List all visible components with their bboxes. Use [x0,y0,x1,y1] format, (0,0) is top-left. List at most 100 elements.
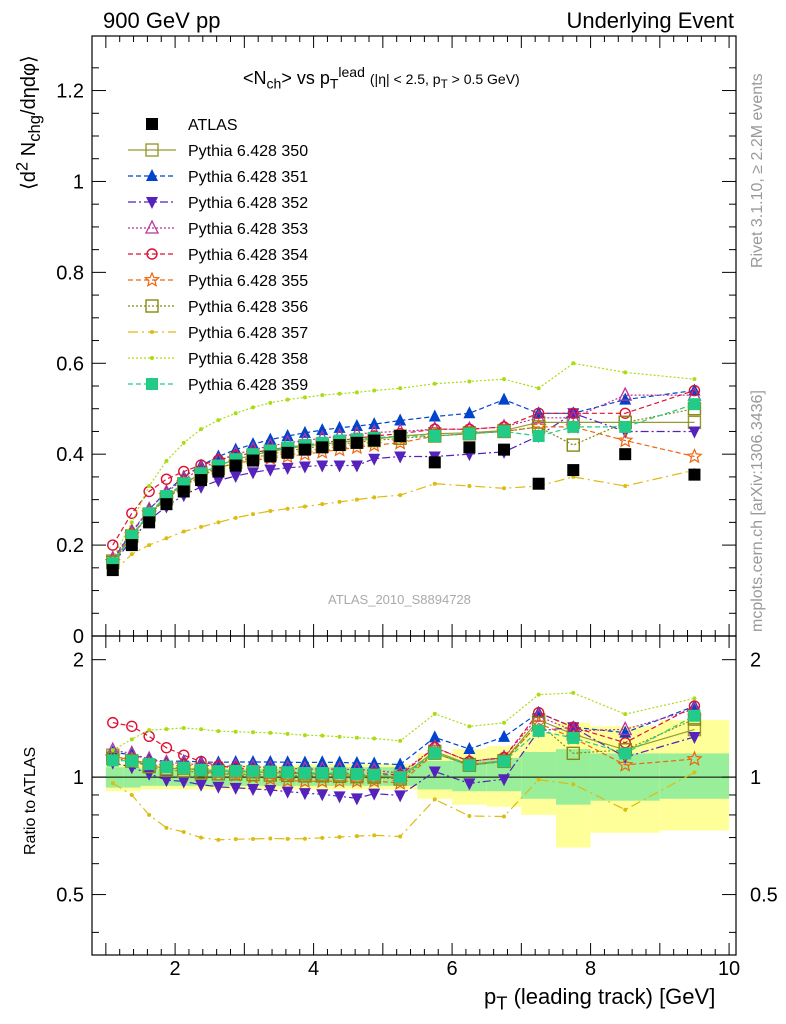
data-point [212,465,225,478]
series-ratio-point [463,741,476,754]
series-ratio-point [337,834,342,839]
legend-entry: Pythia 6.428 357 [128,325,308,342]
ratio-y-tick-label-right: 1 [750,767,761,789]
legend-label: Pythia 6.428 359 [188,377,308,394]
legend-label: Pythia 6.428 355 [188,273,308,290]
series-ratio-point [143,768,156,781]
legend-marker [146,169,158,181]
side-label-rivet: Rivet 3.1.10, ≥ 2.2M events [749,73,766,268]
main-y-tick-label: 1 [73,171,84,193]
series-line [112,389,695,546]
series-ratio-point [160,760,173,773]
legend-entry: ATLAS [146,117,238,134]
legend: ATLAS Pythia 6.428 350 Pythia 6.428 351 Pyt… [128,117,308,394]
series-line [112,362,695,559]
ratio-y-tick-label: 0.5 [56,885,84,907]
data-point [125,539,138,552]
series-ratio-point [692,696,697,701]
series-ratio-point [143,758,156,771]
series-ratio-point [571,690,576,695]
legend-entry: Pythia 6.428 353 [128,219,308,238]
data-point [316,441,329,454]
series-point [394,451,407,464]
series-point [623,370,628,375]
series-point [147,484,152,488]
series-point [688,426,701,439]
series-ratio-point [106,754,119,767]
series-point [164,459,169,463]
series-ratio-point [302,733,307,738]
series-ratio-point [333,791,346,804]
series-point [463,406,476,419]
series-ratio-point [432,797,437,802]
series-point [350,460,363,473]
series-point [233,411,238,416]
series-ratio-point [623,712,628,717]
series-ratio-point [432,711,437,716]
data-point [264,450,277,463]
series-point [160,473,173,485]
series-line [112,426,695,563]
series-point [320,393,325,398]
series-ratio-point [536,692,541,697]
series-ratio-point [216,837,221,842]
ratio-y-tick-label-right: 0.5 [750,885,778,907]
series-ratio-point [229,782,242,795]
series-point [502,486,507,491]
series-point [268,400,273,405]
series-ratio-point [177,776,190,789]
data-point [298,443,311,456]
data-point [143,516,156,529]
series-point [688,384,701,397]
series-point [125,530,138,542]
series-point [107,539,119,551]
series-point [619,392,632,405]
main-y-tick-label: 0.8 [56,262,84,284]
series-ratio-point [281,766,294,779]
series-ratio-point [199,835,204,840]
series-ratio-point [264,785,277,798]
main-y-tick-label: 0.2 [56,535,84,557]
side-label-mcplots: mcplots.cern.ch [arXiv:1306.3436] [749,390,766,632]
legend-label: Pythia 6.428 356 [188,299,308,316]
series-ratio-point [688,709,701,722]
series-ratio-point [394,790,407,803]
x-tick-label: 2 [170,958,181,980]
legend-marker [145,143,159,157]
series-ratio-point [463,778,476,791]
series-point [302,504,307,509]
series-point [316,423,329,436]
series-ratio-point [298,788,311,801]
series-point [337,391,342,396]
series-point [428,430,441,442]
series-ratio-point [177,761,190,774]
series-point [129,552,134,557]
series-ratio-point [268,730,273,735]
series-point [199,427,204,432]
series-ratio-point [143,730,155,743]
series-point [432,481,437,486]
series-point [212,475,225,488]
data-point [688,468,701,481]
x-tick-label: 6 [447,958,458,980]
ratio-band-inner [659,753,730,799]
legend-label: Pythia 6.428 357 [188,325,308,342]
main-y-tick-label: 1.2 [56,81,84,103]
series-ratio-point [463,759,476,772]
series-point [432,381,437,386]
ratio-y-tick-label-right: 2 [750,650,761,672]
series-ratio-point [251,730,255,735]
legend-label: Pythia 6.428 351 [188,169,308,186]
x-tick-label: 4 [308,958,319,980]
series-point [532,430,545,442]
series-ratio-point [688,731,701,744]
legend-marker [143,271,161,287]
series-point [247,467,259,480]
series-point [566,438,580,452]
data-point [368,434,381,447]
series-ratio-point [368,768,381,781]
data-point [333,439,346,452]
x-axis-label: pT (leading track) [GeV] [484,984,715,1014]
series-ratio-point [571,782,576,787]
